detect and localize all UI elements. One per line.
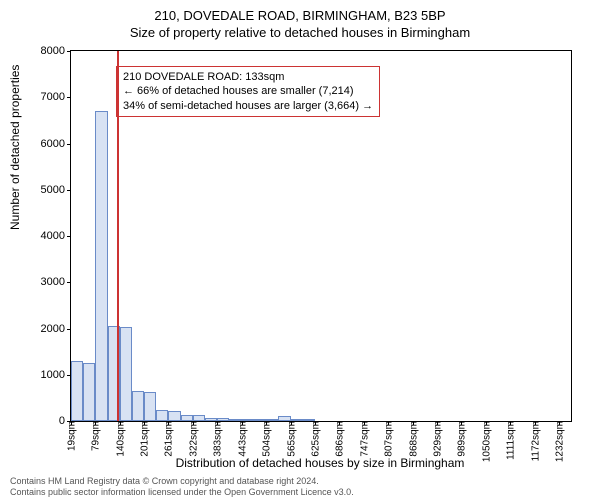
histogram-bar [291, 419, 303, 421]
histogram-bar [205, 418, 217, 421]
x-tick-label: 747sqm [357, 421, 370, 457]
footer-attribution: Contains HM Land Registry data © Crown c… [10, 476, 354, 498]
y-tick-mark [67, 144, 71, 145]
histogram-bar [95, 111, 107, 421]
histogram-bar [217, 418, 229, 421]
x-axis-label: Distribution of detached houses by size … [70, 456, 570, 470]
x-tick-mark [168, 421, 169, 425]
x-tick-mark [339, 421, 340, 425]
x-tick-mark [388, 421, 389, 425]
chart-title-line2: Size of property relative to detached ho… [0, 23, 600, 40]
x-tick-mark [486, 421, 487, 425]
x-tick-mark [71, 421, 72, 425]
x-tick-label: 79sqm [89, 421, 102, 451]
y-tick-mark [67, 51, 71, 52]
x-tick-label: 625sqm [308, 421, 321, 457]
histogram-bar [254, 419, 266, 421]
x-tick-label: 929sqm [431, 421, 444, 457]
plot-area: 210 DOVEDALE ROAD: 133sqm ← 66% of detac… [70, 50, 572, 422]
y-tick-mark [67, 190, 71, 191]
y-axis-label: Number of detached properties [8, 65, 22, 230]
histogram-bar [156, 410, 168, 421]
x-tick-label: 140sqm [113, 421, 126, 457]
histogram-bar [229, 419, 241, 421]
x-tick-label: 686sqm [333, 421, 346, 457]
x-tick-label: 868sqm [406, 421, 419, 457]
x-tick-mark [364, 421, 365, 425]
histogram-bar [83, 363, 95, 421]
legend-box: 210 DOVEDALE ROAD: 133sqm ← 66% of detac… [116, 66, 380, 117]
x-tick-label: 989sqm [455, 421, 468, 457]
x-tick-label: 504sqm [260, 421, 273, 457]
x-tick-mark [559, 421, 560, 425]
x-tick-mark [242, 421, 243, 425]
histogram-bar [278, 416, 290, 421]
x-tick-label: 1111sqm [504, 421, 517, 460]
x-tick-label: 807sqm [381, 421, 394, 457]
x-tick-label: 261sqm [162, 421, 175, 457]
footer-line1: Contains HM Land Registry data © Crown c… [10, 476, 354, 487]
histogram-bar [168, 411, 180, 421]
x-tick-mark [315, 421, 316, 425]
x-tick-label: 19sqm [65, 421, 78, 451]
chart-title-line1: 210, DOVEDALE ROAD, BIRMINGHAM, B23 5BP [0, 0, 600, 23]
x-tick-mark [510, 421, 511, 425]
histogram-bar [303, 419, 315, 421]
property-marker-line [117, 51, 119, 421]
histogram-bar [266, 419, 278, 421]
y-tick-mark [67, 282, 71, 283]
legend-line2: ← 66% of detached houses are smaller (7,… [123, 84, 373, 98]
footer-line2: Contains public sector information licen… [10, 487, 354, 498]
y-tick-mark [67, 97, 71, 98]
histogram-bar [120, 327, 132, 421]
x-tick-label: 565sqm [284, 421, 297, 457]
x-tick-mark [291, 421, 292, 425]
x-tick-mark [193, 421, 194, 425]
x-tick-label: 383sqm [211, 421, 224, 457]
histogram-bar [132, 391, 144, 421]
x-tick-mark [535, 421, 536, 425]
x-tick-mark [120, 421, 121, 425]
y-tick-mark [67, 329, 71, 330]
x-tick-mark [266, 421, 267, 425]
x-tick-mark [95, 421, 96, 425]
x-tick-mark [437, 421, 438, 425]
x-tick-mark [144, 421, 145, 425]
x-tick-label: 322sqm [186, 421, 199, 457]
legend-line3: 34% of semi-detached houses are larger (… [123, 99, 373, 113]
legend-line1: 210 DOVEDALE ROAD: 133sqm [123, 70, 373, 84]
histogram-bar [71, 361, 83, 421]
histogram-bar [144, 392, 156, 421]
x-tick-mark [461, 421, 462, 425]
x-tick-label: 443sqm [235, 421, 248, 457]
histogram-bar [181, 415, 193, 421]
histogram-chart: 210, DOVEDALE ROAD, BIRMINGHAM, B23 5BP … [0, 0, 600, 500]
y-tick-mark [67, 236, 71, 237]
histogram-bar [193, 415, 205, 421]
x-tick-mark [217, 421, 218, 425]
histogram-bar [242, 419, 254, 421]
x-tick-mark [413, 421, 414, 425]
x-tick-label: 201sqm [138, 421, 151, 457]
